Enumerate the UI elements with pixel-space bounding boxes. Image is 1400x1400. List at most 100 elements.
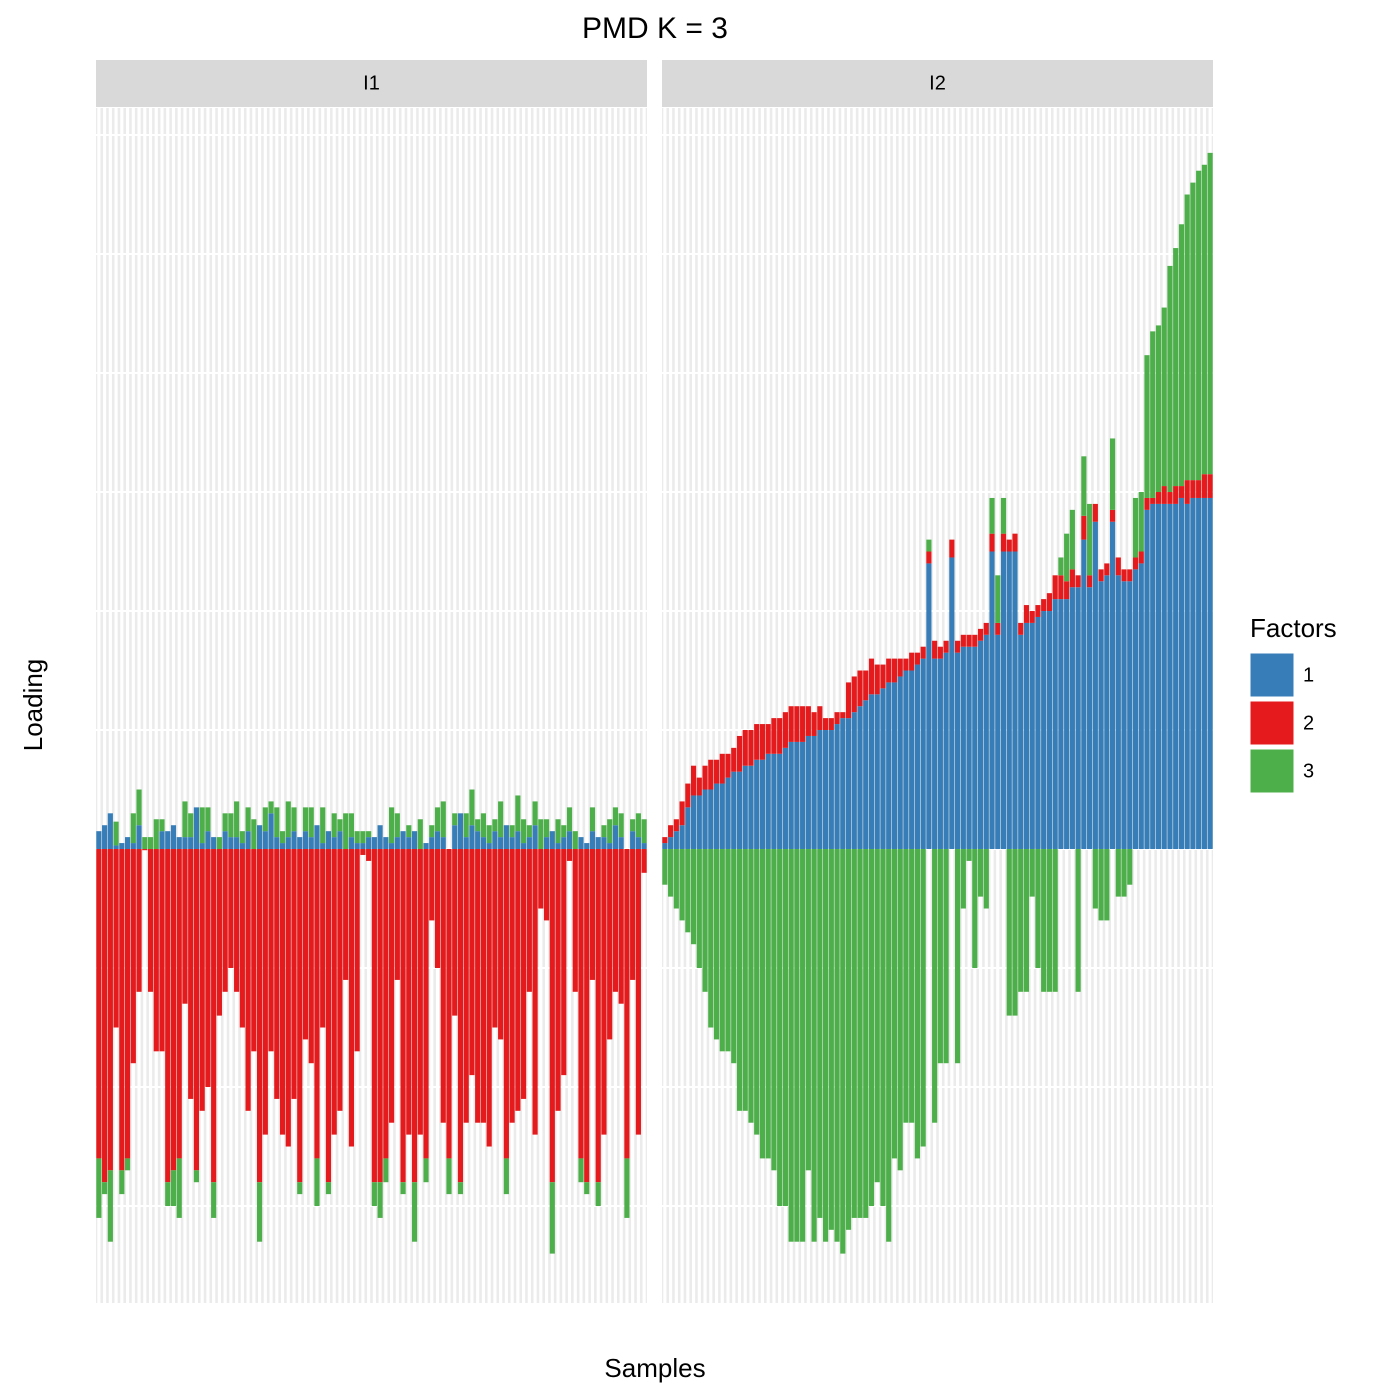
bar-segment <box>909 849 915 1123</box>
bar-segment <box>199 849 205 1111</box>
bar-segment <box>595 849 601 1183</box>
bar-segment <box>612 807 619 826</box>
bar-segment <box>440 849 446 1123</box>
bar-segment <box>977 849 984 897</box>
bar-segment <box>857 670 863 707</box>
bar-segment <box>239 831 245 844</box>
bar-segment <box>297 837 303 850</box>
bar-segment <box>429 825 435 838</box>
bar-segment <box>817 849 823 1218</box>
bar-segment <box>348 837 354 850</box>
bar-segment <box>188 849 194 1099</box>
bar-segment <box>630 819 636 832</box>
bar-segment <box>268 813 274 850</box>
bar-segment <box>662 849 668 885</box>
bar-segment <box>509 825 515 838</box>
bar-segment <box>159 849 165 1052</box>
bar-segment <box>736 735 743 772</box>
bar-segment <box>182 849 188 1004</box>
bar-segment <box>1012 533 1018 552</box>
bar-segment <box>618 849 624 1004</box>
bar-segment <box>429 849 435 921</box>
bar-segment <box>868 694 875 850</box>
bar-segment <box>182 801 188 838</box>
bar-segment <box>903 658 909 671</box>
bar-segment <box>383 849 389 1159</box>
bar-segment <box>874 694 880 850</box>
bar-segment <box>348 849 354 1147</box>
bar-segment <box>216 837 222 850</box>
bar-segment <box>1064 599 1070 850</box>
bar-segment <box>765 753 771 850</box>
bar-segment <box>343 849 349 980</box>
bar-segment <box>371 849 377 1183</box>
bar-segment <box>480 837 487 850</box>
bar-segment <box>765 849 771 1159</box>
bar-segment <box>932 849 938 1123</box>
bar-segment <box>662 843 668 850</box>
bar-segment <box>1092 503 1098 522</box>
bar-segment <box>561 849 567 1076</box>
bar-segment <box>937 849 943 1064</box>
bar-segment <box>589 807 596 832</box>
bar-segment <box>182 837 188 850</box>
bar-segment <box>601 825 607 838</box>
bar-segment <box>308 807 314 838</box>
bar-segment <box>119 843 125 850</box>
bar-segment <box>532 825 538 850</box>
bar-segment <box>492 819 498 832</box>
bar-segment <box>1104 575 1110 850</box>
bar-segment <box>343 813 349 850</box>
bar-segment <box>719 783 725 850</box>
bar-segment <box>668 825 674 838</box>
bar-segment <box>188 813 194 838</box>
bar-segment <box>1081 456 1087 516</box>
bar-segment <box>440 837 446 850</box>
bar-segment <box>1207 152 1213 475</box>
bar-segment <box>1155 492 1162 504</box>
bar-segment <box>679 849 685 921</box>
bar-segment <box>96 1158 102 1218</box>
bar-segment <box>690 795 697 850</box>
bar-segment <box>926 551 932 564</box>
bar-segment <box>366 849 372 861</box>
bar-segment <box>1052 575 1058 600</box>
bar-segment <box>457 849 464 1183</box>
bar-segment <box>503 1158 509 1195</box>
bar-segment <box>389 843 395 850</box>
bar-segment <box>274 849 280 1099</box>
bar-segment <box>1132 557 1139 570</box>
bar-segment <box>584 1182 590 1195</box>
bar-segment <box>736 849 743 1111</box>
bar-segment <box>989 497 995 534</box>
bar-segment <box>673 849 679 909</box>
bar-segment <box>920 849 926 1147</box>
bar-segment <box>503 825 509 850</box>
bar-segment <box>920 646 926 659</box>
bar-segment <box>607 849 613 1040</box>
bar-segment <box>1000 551 1007 850</box>
bar-segment <box>222 831 228 850</box>
bar-segment <box>389 849 395 1123</box>
bar-segment <box>903 849 909 1123</box>
bar-segment <box>1029 849 1035 897</box>
bar-segment <box>771 753 777 850</box>
bar-segment <box>782 747 788 850</box>
bar-segment <box>566 807 573 832</box>
bar-segment <box>475 831 481 850</box>
bar-segment <box>1184 480 1190 504</box>
bar-segment <box>400 849 406 1183</box>
bar-segment <box>285 801 291 838</box>
bar-segment <box>446 1158 452 1195</box>
bar-segment <box>549 1182 555 1254</box>
bar-segment <box>222 849 228 992</box>
bar-segment <box>584 843 590 850</box>
bar-segment <box>400 1182 406 1195</box>
bar-segment <box>113 845 119 850</box>
bar-segment <box>702 789 708 850</box>
bar-segment <box>193 849 200 1171</box>
bar-segment <box>165 849 171 1183</box>
bar-segment <box>828 718 834 731</box>
bar-segment <box>668 837 674 850</box>
bar-segment <box>1092 521 1098 850</box>
